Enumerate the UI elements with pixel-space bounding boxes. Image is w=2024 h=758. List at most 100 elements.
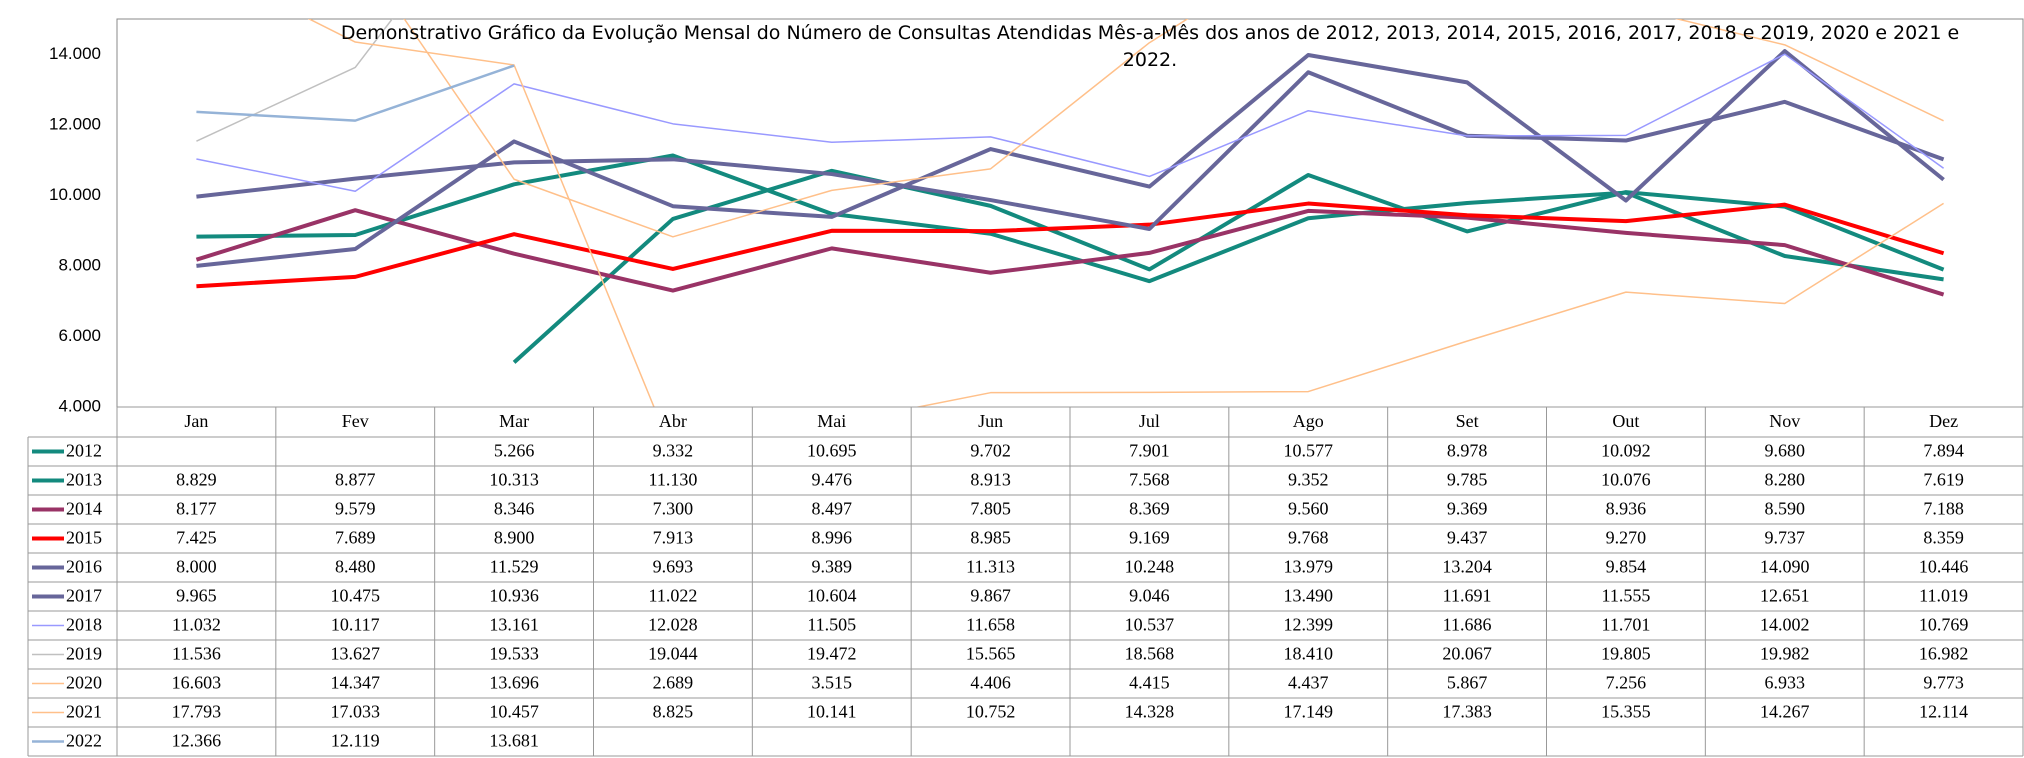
table-value: 11.022 xyxy=(648,586,697,606)
table-value: 5.266 xyxy=(494,441,535,461)
series-line xyxy=(196,53,1945,192)
table-value: 6.933 xyxy=(1765,673,1806,693)
table-value: 9.773 xyxy=(1923,673,1964,693)
table-value: 16.603 xyxy=(172,673,222,693)
table-value: 8.913 xyxy=(970,470,1011,490)
table-value: 3.515 xyxy=(812,673,853,693)
table-value: 9.867 xyxy=(970,586,1011,606)
table-value: 8.359 xyxy=(1923,528,1964,548)
table-value: 4.415 xyxy=(1129,673,1170,693)
table-value: 10.092 xyxy=(1601,441,1651,461)
series-line xyxy=(196,153,1944,284)
x-tick-label: Abr xyxy=(659,411,687,431)
table-value: 8.346 xyxy=(494,499,535,519)
table-value: 8.590 xyxy=(1765,499,1806,519)
table-value: 9.854 xyxy=(1606,557,1647,577)
table-value: 11.529 xyxy=(490,557,539,577)
table-value: 7.425 xyxy=(176,528,217,548)
table-value: 9.046 xyxy=(1129,586,1170,606)
table-value: 7.256 xyxy=(1606,673,1647,693)
table-value: 19.533 xyxy=(489,644,539,664)
series-line xyxy=(196,49,1945,268)
x-tick-label: Out xyxy=(1612,411,1639,431)
table-value: 10.446 xyxy=(1919,557,1969,577)
table-value: 10.695 xyxy=(807,441,857,461)
table-value: 11.701 xyxy=(1601,615,1650,635)
series-line xyxy=(512,168,1945,364)
table-value: 17.149 xyxy=(1284,702,1334,722)
table-value: 11.555 xyxy=(1601,586,1650,606)
table-value: 10.936 xyxy=(489,586,539,606)
table-value: 15.565 xyxy=(966,644,1016,664)
table-value: 9.270 xyxy=(1606,528,1647,548)
table-value: 9.560 xyxy=(1288,499,1329,519)
table-value: 9.352 xyxy=(1288,470,1329,490)
legend-label: 2014 xyxy=(66,499,102,519)
table-value: 9.737 xyxy=(1765,528,1806,548)
table-value: 11.032 xyxy=(172,615,221,635)
table-value: 13.490 xyxy=(1284,586,1334,606)
table-value: 10.537 xyxy=(1125,615,1175,635)
table-value: 10.248 xyxy=(1125,557,1175,577)
x-tick-label: Nov xyxy=(1769,411,1800,431)
table-value: 8.000 xyxy=(176,557,217,577)
table-value: 15.355 xyxy=(1601,702,1651,722)
y-tick-label: 12.000 xyxy=(49,114,101,133)
table-value: 10.604 xyxy=(807,586,857,606)
table-value: 11.658 xyxy=(966,615,1015,635)
table-value: 19.472 xyxy=(807,644,857,664)
series-line xyxy=(403,19,1944,238)
x-tick-label: Mar xyxy=(499,411,529,431)
series-line xyxy=(196,64,515,122)
table-value: 13.681 xyxy=(489,731,539,751)
table-value: 9.437 xyxy=(1447,528,1488,548)
y-tick-label: 10.000 xyxy=(49,185,101,204)
table-value: 12.119 xyxy=(331,731,380,751)
table-value: 7.300 xyxy=(653,499,694,519)
table-value: 14.002 xyxy=(1760,615,1810,635)
table-value: 11.686 xyxy=(1443,615,1492,635)
table-value: 9.702 xyxy=(970,441,1011,461)
table-value: 8.480 xyxy=(335,557,376,577)
series-line xyxy=(196,70,1945,232)
table-value: 10.141 xyxy=(807,702,857,722)
x-tick-label: Jun xyxy=(978,411,1003,431)
table-value: 9.680 xyxy=(1765,441,1806,461)
table-value: 10.117 xyxy=(331,615,380,635)
legend-label: 2015 xyxy=(66,528,102,548)
table-value: 8.978 xyxy=(1447,441,1488,461)
legend-label: 2019 xyxy=(66,644,102,664)
table-value: 7.188 xyxy=(1923,499,1964,519)
legend-label: 2013 xyxy=(66,470,102,490)
table-value: 16.982 xyxy=(1919,644,1969,664)
y-tick-label: 8.000 xyxy=(58,255,101,274)
table-value: 9.693 xyxy=(653,557,694,577)
table-value: 19.044 xyxy=(648,644,698,664)
table-value: 9.785 xyxy=(1447,470,1488,490)
table-value: 4.406 xyxy=(970,673,1011,693)
table-value: 14.328 xyxy=(1125,702,1175,722)
table-value: 7.689 xyxy=(335,528,376,548)
table-value: 11.536 xyxy=(172,644,221,664)
y-tick-label: 4.000 xyxy=(58,396,101,415)
table-value: 13.627 xyxy=(331,644,381,664)
table-value: 10.475 xyxy=(331,586,381,606)
table-value: 7.619 xyxy=(1923,470,1964,490)
table-value: 8.177 xyxy=(176,499,217,519)
table-value: 11.505 xyxy=(807,615,856,635)
legend-label: 2012 xyxy=(66,441,102,461)
table-value: 14.090 xyxy=(1760,557,1810,577)
table-value: 9.768 xyxy=(1288,528,1329,548)
x-tick-label: Jul xyxy=(1139,411,1160,431)
table-value: 13.204 xyxy=(1442,557,1492,577)
table-value: 8.369 xyxy=(1129,499,1170,519)
table-value: 8.985 xyxy=(970,528,1011,548)
y-tick-label: 14.000 xyxy=(49,44,101,63)
table-value: 8.877 xyxy=(335,470,376,490)
table-value: 9.369 xyxy=(1447,499,1488,519)
x-tick-label: Fev xyxy=(342,411,369,431)
table-value: 7.805 xyxy=(970,499,1011,519)
table-value: 11.691 xyxy=(1443,586,1492,606)
